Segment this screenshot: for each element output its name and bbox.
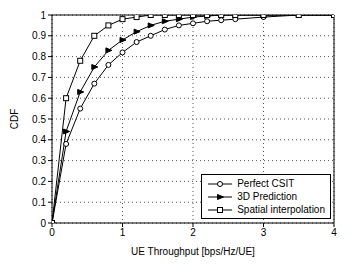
svg-text:0.2: 0.2 — [32, 176, 46, 187]
svg-text:4: 4 — [331, 227, 337, 238]
svg-text:2: 2 — [190, 227, 196, 238]
svg-text:0.8: 0.8 — [32, 51, 46, 62]
svg-text:0: 0 — [49, 227, 55, 238]
html-text:Perfect CSIT: Perfect CSIT — [237, 178, 295, 189]
svg-text:0.3: 0.3 — [32, 155, 46, 166]
svg-text:0.5: 0.5 — [32, 114, 46, 125]
svg-text:1: 1 — [120, 227, 126, 238]
svg-text:0.6: 0.6 — [32, 93, 46, 104]
html-text:3D Prediction: 3D Prediction — [237, 191, 298, 202]
svg-text:3: 3 — [261, 227, 267, 238]
svg-text:CDF: CDF — [9, 109, 20, 130]
svg-text:0.1: 0.1 — [32, 197, 46, 208]
svg-text:UE Throughput [bps/Hz/UE]: UE Throughput [bps/Hz/UE] — [131, 246, 255, 257]
svg-text:0: 0 — [40, 218, 46, 229]
html-text:Spatial interpolation: Spatial interpolation — [237, 204, 325, 215]
svg-text:0.9: 0.9 — [32, 30, 46, 41]
svg-text:0.7: 0.7 — [32, 72, 46, 83]
svg-text:0.4: 0.4 — [32, 134, 46, 145]
svg-text:1: 1 — [40, 10, 46, 21]
